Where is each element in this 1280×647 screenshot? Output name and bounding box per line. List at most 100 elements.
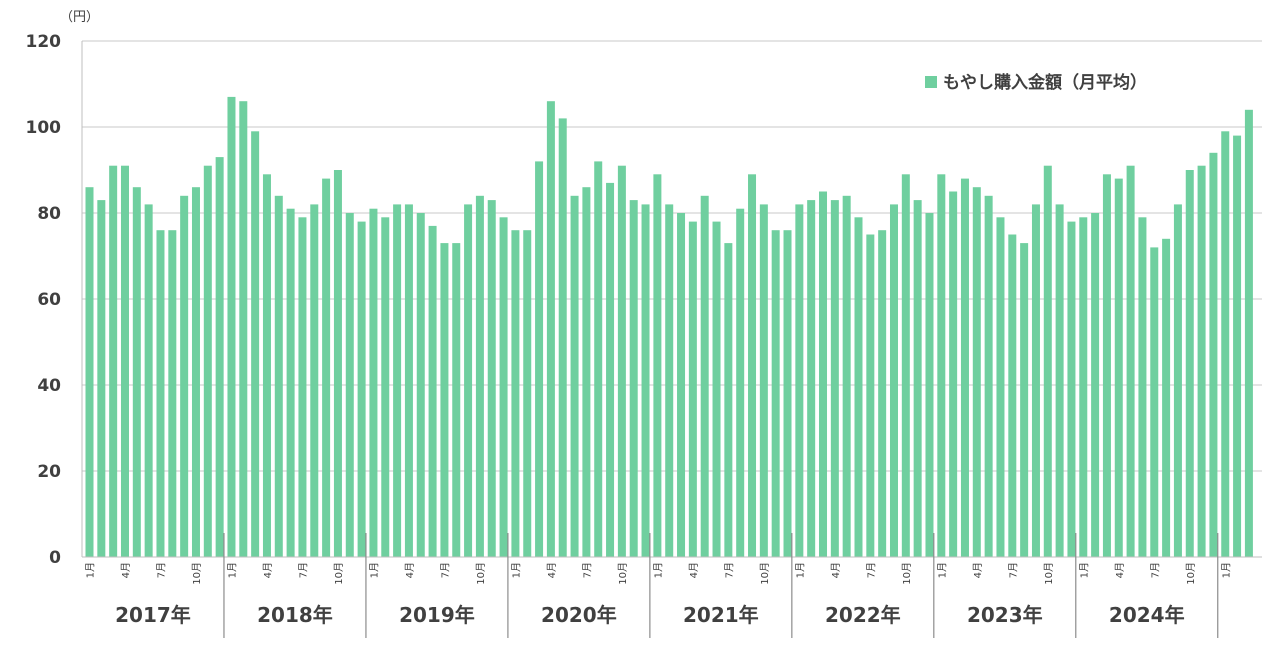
- x-month-label: 1月: [1078, 562, 1090, 578]
- legend: もやし購入金額（月平均）: [925, 72, 1147, 93]
- bar: [546, 101, 555, 557]
- y-tick-label: 100: [26, 118, 62, 138]
- bar: [712, 221, 721, 557]
- bar: [570, 195, 579, 558]
- x-month-label: 1月: [936, 562, 948, 578]
- bar: [393, 204, 402, 557]
- x-month-label: 1月: [510, 562, 522, 578]
- bar: [1244, 109, 1253, 558]
- bar: [404, 204, 413, 557]
- bar: [191, 187, 200, 557]
- y-tick-label: 120: [26, 32, 62, 52]
- bar: [168, 230, 177, 557]
- bar: [795, 204, 804, 557]
- bars: [85, 96, 1253, 558]
- bar: [830, 200, 839, 557]
- x-month-label: 1月: [368, 562, 380, 578]
- bar: [1150, 247, 1159, 557]
- bar: [1162, 238, 1171, 558]
- bar: [949, 191, 958, 557]
- bar: [606, 182, 615, 557]
- x-month-label: 7月: [1007, 562, 1019, 578]
- bar: [854, 217, 863, 558]
- bar: [996, 217, 1005, 558]
- x-month-label: 1月: [652, 562, 664, 578]
- legend-label: もやし購入金額（月平均）: [943, 72, 1147, 93]
- x-month-label: 4月: [688, 562, 700, 578]
- bar: [819, 191, 828, 557]
- bar: [984, 195, 993, 558]
- bar: [487, 200, 496, 557]
- bar: [144, 204, 153, 557]
- x-month-label: 10月: [1043, 562, 1055, 585]
- bar: [440, 243, 449, 557]
- x-month-label: 4月: [546, 562, 558, 578]
- bar: [771, 230, 780, 557]
- x-month-label: 10月: [901, 562, 913, 585]
- bar: [889, 204, 898, 557]
- bar: [594, 161, 603, 557]
- bar: [1031, 204, 1040, 557]
- x-month-label: 7月: [1149, 562, 1161, 578]
- bar: [617, 165, 626, 557]
- bar: [700, 195, 709, 558]
- x-month-label: 4月: [404, 562, 416, 578]
- bar: [688, 221, 697, 557]
- x-year-label: 2018年: [257, 603, 333, 627]
- y-axis-ticks: 0 20 40 60 80 100 120: [26, 32, 62, 568]
- bar: [203, 165, 212, 557]
- x-month-label: 4月: [830, 562, 842, 578]
- y-tick-label: 0: [49, 548, 61, 568]
- x-year-label: 2024年: [1109, 603, 1185, 627]
- bar: [97, 200, 106, 557]
- bar: [215, 157, 224, 557]
- bar: [156, 230, 165, 557]
- x-year-label: 2019年: [399, 603, 475, 627]
- bar: [85, 187, 94, 557]
- y-tick-label: 40: [37, 376, 61, 396]
- x-month-label: 10月: [617, 562, 629, 585]
- bar: [381, 217, 390, 558]
- bar: [925, 213, 934, 557]
- x-month-label: 1月: [85, 562, 97, 578]
- bar: [345, 213, 354, 557]
- x-month-label: 10月: [759, 562, 771, 585]
- bar: [523, 230, 532, 557]
- bar: [1008, 234, 1017, 557]
- bar: [1067, 221, 1076, 557]
- bar: [901, 174, 910, 558]
- x-year-label: 2023年: [967, 603, 1043, 627]
- bar: [783, 230, 792, 557]
- bar: [535, 161, 544, 557]
- bar: [582, 187, 591, 557]
- bar: [1197, 165, 1206, 557]
- bar: [1043, 165, 1052, 557]
- bar: [286, 208, 295, 557]
- x-month-label: 4月: [1114, 562, 1126, 578]
- bar: [1020, 243, 1029, 557]
- bar: [1055, 204, 1064, 557]
- bar: [310, 204, 319, 557]
- bar: [866, 234, 875, 557]
- y-unit-label: （円）: [60, 10, 99, 25]
- bar: [452, 243, 461, 557]
- x-month-label: 1月: [226, 562, 238, 578]
- bar: [1221, 131, 1230, 558]
- bar: [1091, 213, 1100, 557]
- x-month-label: 10月: [1185, 562, 1197, 585]
- bar: [1233, 135, 1242, 557]
- x-year-label: 2022年: [825, 603, 901, 627]
- bar: [180, 195, 189, 558]
- bar: [558, 118, 567, 558]
- x-year-label: 2017年: [115, 603, 191, 627]
- bar: [333, 170, 342, 557]
- x-month-label: 7月: [723, 562, 735, 578]
- legend-swatch: [925, 76, 937, 88]
- x-year-label: 2020年: [541, 603, 617, 627]
- bar: [1102, 174, 1111, 558]
- bar: [227, 96, 236, 558]
- x-axis: 1月 4月 7月 10月 2017年 1月 4月 7月 10月 2018年 1月 4月 7月 10月 201…: [82, 533, 1262, 638]
- bar: [665, 204, 674, 557]
- x-month-label: 7月: [865, 562, 877, 578]
- bar: [120, 165, 129, 557]
